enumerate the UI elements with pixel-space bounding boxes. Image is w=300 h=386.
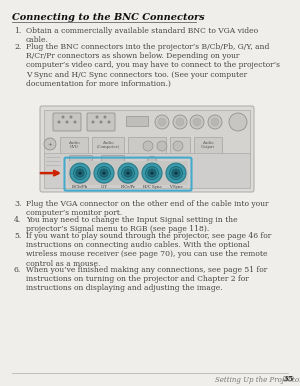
Text: 4.: 4. xyxy=(14,216,21,224)
Text: Plug the VGA connector on the other end of the cable into your
computer’s monito: Plug the VGA connector on the other end … xyxy=(26,200,268,217)
Text: Connecting to the BNC Connectors: Connecting to the BNC Connectors xyxy=(12,13,205,22)
Text: 6.: 6. xyxy=(14,266,21,274)
Circle shape xyxy=(166,163,186,183)
Text: G/Y: G/Y xyxy=(100,185,107,189)
Bar xyxy=(44,110,250,155)
Text: +: + xyxy=(48,142,52,147)
Circle shape xyxy=(169,167,182,179)
Text: Audio
(Computer): Audio (Computer) xyxy=(96,141,120,149)
Circle shape xyxy=(94,163,114,183)
Circle shape xyxy=(229,113,247,131)
Circle shape xyxy=(124,169,132,177)
FancyBboxPatch shape xyxy=(101,156,124,167)
Circle shape xyxy=(143,141,153,151)
Circle shape xyxy=(92,120,94,124)
Text: B/Cb/Pb: B/Cb/Pb xyxy=(72,185,88,189)
Circle shape xyxy=(208,115,222,129)
Circle shape xyxy=(146,167,158,179)
Circle shape xyxy=(193,118,201,126)
Circle shape xyxy=(190,115,204,129)
Circle shape xyxy=(61,115,64,119)
Text: R/Cr/Pr: R/Cr/Pr xyxy=(120,185,136,189)
Circle shape xyxy=(65,120,68,124)
Bar xyxy=(170,137,190,155)
Circle shape xyxy=(172,169,180,177)
Text: 1.: 1. xyxy=(14,27,21,35)
Circle shape xyxy=(142,163,162,183)
Circle shape xyxy=(44,138,56,150)
Circle shape xyxy=(158,118,166,126)
Circle shape xyxy=(70,115,73,119)
Circle shape xyxy=(76,169,84,177)
Circle shape xyxy=(74,120,76,124)
FancyBboxPatch shape xyxy=(70,156,92,167)
Circle shape xyxy=(175,172,178,174)
Text: 5.: 5. xyxy=(14,232,21,240)
Circle shape xyxy=(107,120,110,124)
Circle shape xyxy=(74,167,86,179)
Text: When you’ve finished making any connections, see page 51 for
instructions on tur: When you’ve finished making any connecti… xyxy=(26,266,267,293)
Circle shape xyxy=(58,120,61,124)
Text: Setting Up the Projector: Setting Up the Projector xyxy=(215,376,300,384)
Bar xyxy=(68,161,188,185)
Circle shape xyxy=(148,169,156,177)
Circle shape xyxy=(155,115,169,129)
Text: 35: 35 xyxy=(282,375,293,383)
Circle shape xyxy=(211,118,219,126)
Circle shape xyxy=(100,120,103,124)
Bar xyxy=(44,153,250,188)
FancyBboxPatch shape xyxy=(53,113,81,131)
Circle shape xyxy=(173,141,183,151)
Bar xyxy=(92,137,124,155)
Bar xyxy=(126,116,148,126)
Circle shape xyxy=(127,172,130,174)
Circle shape xyxy=(157,141,167,151)
Circle shape xyxy=(100,169,108,177)
Bar xyxy=(60,137,88,155)
Circle shape xyxy=(151,172,154,174)
Bar xyxy=(194,137,222,155)
Circle shape xyxy=(103,115,106,119)
Text: V Sync: V Sync xyxy=(169,185,183,189)
Text: 3.: 3. xyxy=(14,200,21,208)
Circle shape xyxy=(103,172,106,174)
Text: Audio
Output: Audio Output xyxy=(201,141,215,149)
Circle shape xyxy=(122,167,134,179)
Text: H/C Sync: H/C Sync xyxy=(142,185,161,189)
Circle shape xyxy=(70,163,90,183)
FancyBboxPatch shape xyxy=(87,113,115,131)
Text: Audio
DVD: Audio DVD xyxy=(68,141,80,149)
Circle shape xyxy=(118,163,138,183)
Circle shape xyxy=(173,115,187,129)
Circle shape xyxy=(176,118,184,126)
FancyBboxPatch shape xyxy=(40,106,254,192)
Text: Plug the BNC connectors into the projector’s B/Cb/Pb, G/Y, and
R/Cr/Pr connector: Plug the BNC connectors into the project… xyxy=(26,43,280,88)
Text: If you want to play sound through the projector, see page 46 for
instructions on: If you want to play sound through the pr… xyxy=(26,232,271,267)
Circle shape xyxy=(147,156,157,166)
Bar xyxy=(128,137,166,155)
Circle shape xyxy=(98,167,110,179)
Circle shape xyxy=(95,115,98,119)
Text: Obtain a commercially available standard BNC to VGA video
cable.: Obtain a commercially available standard… xyxy=(26,27,258,44)
Circle shape xyxy=(79,172,82,174)
Text: 2.: 2. xyxy=(14,43,21,51)
Text: You may need to change the Input Signal setting in the
projector’s Signal menu t: You may need to change the Input Signal … xyxy=(26,216,238,233)
